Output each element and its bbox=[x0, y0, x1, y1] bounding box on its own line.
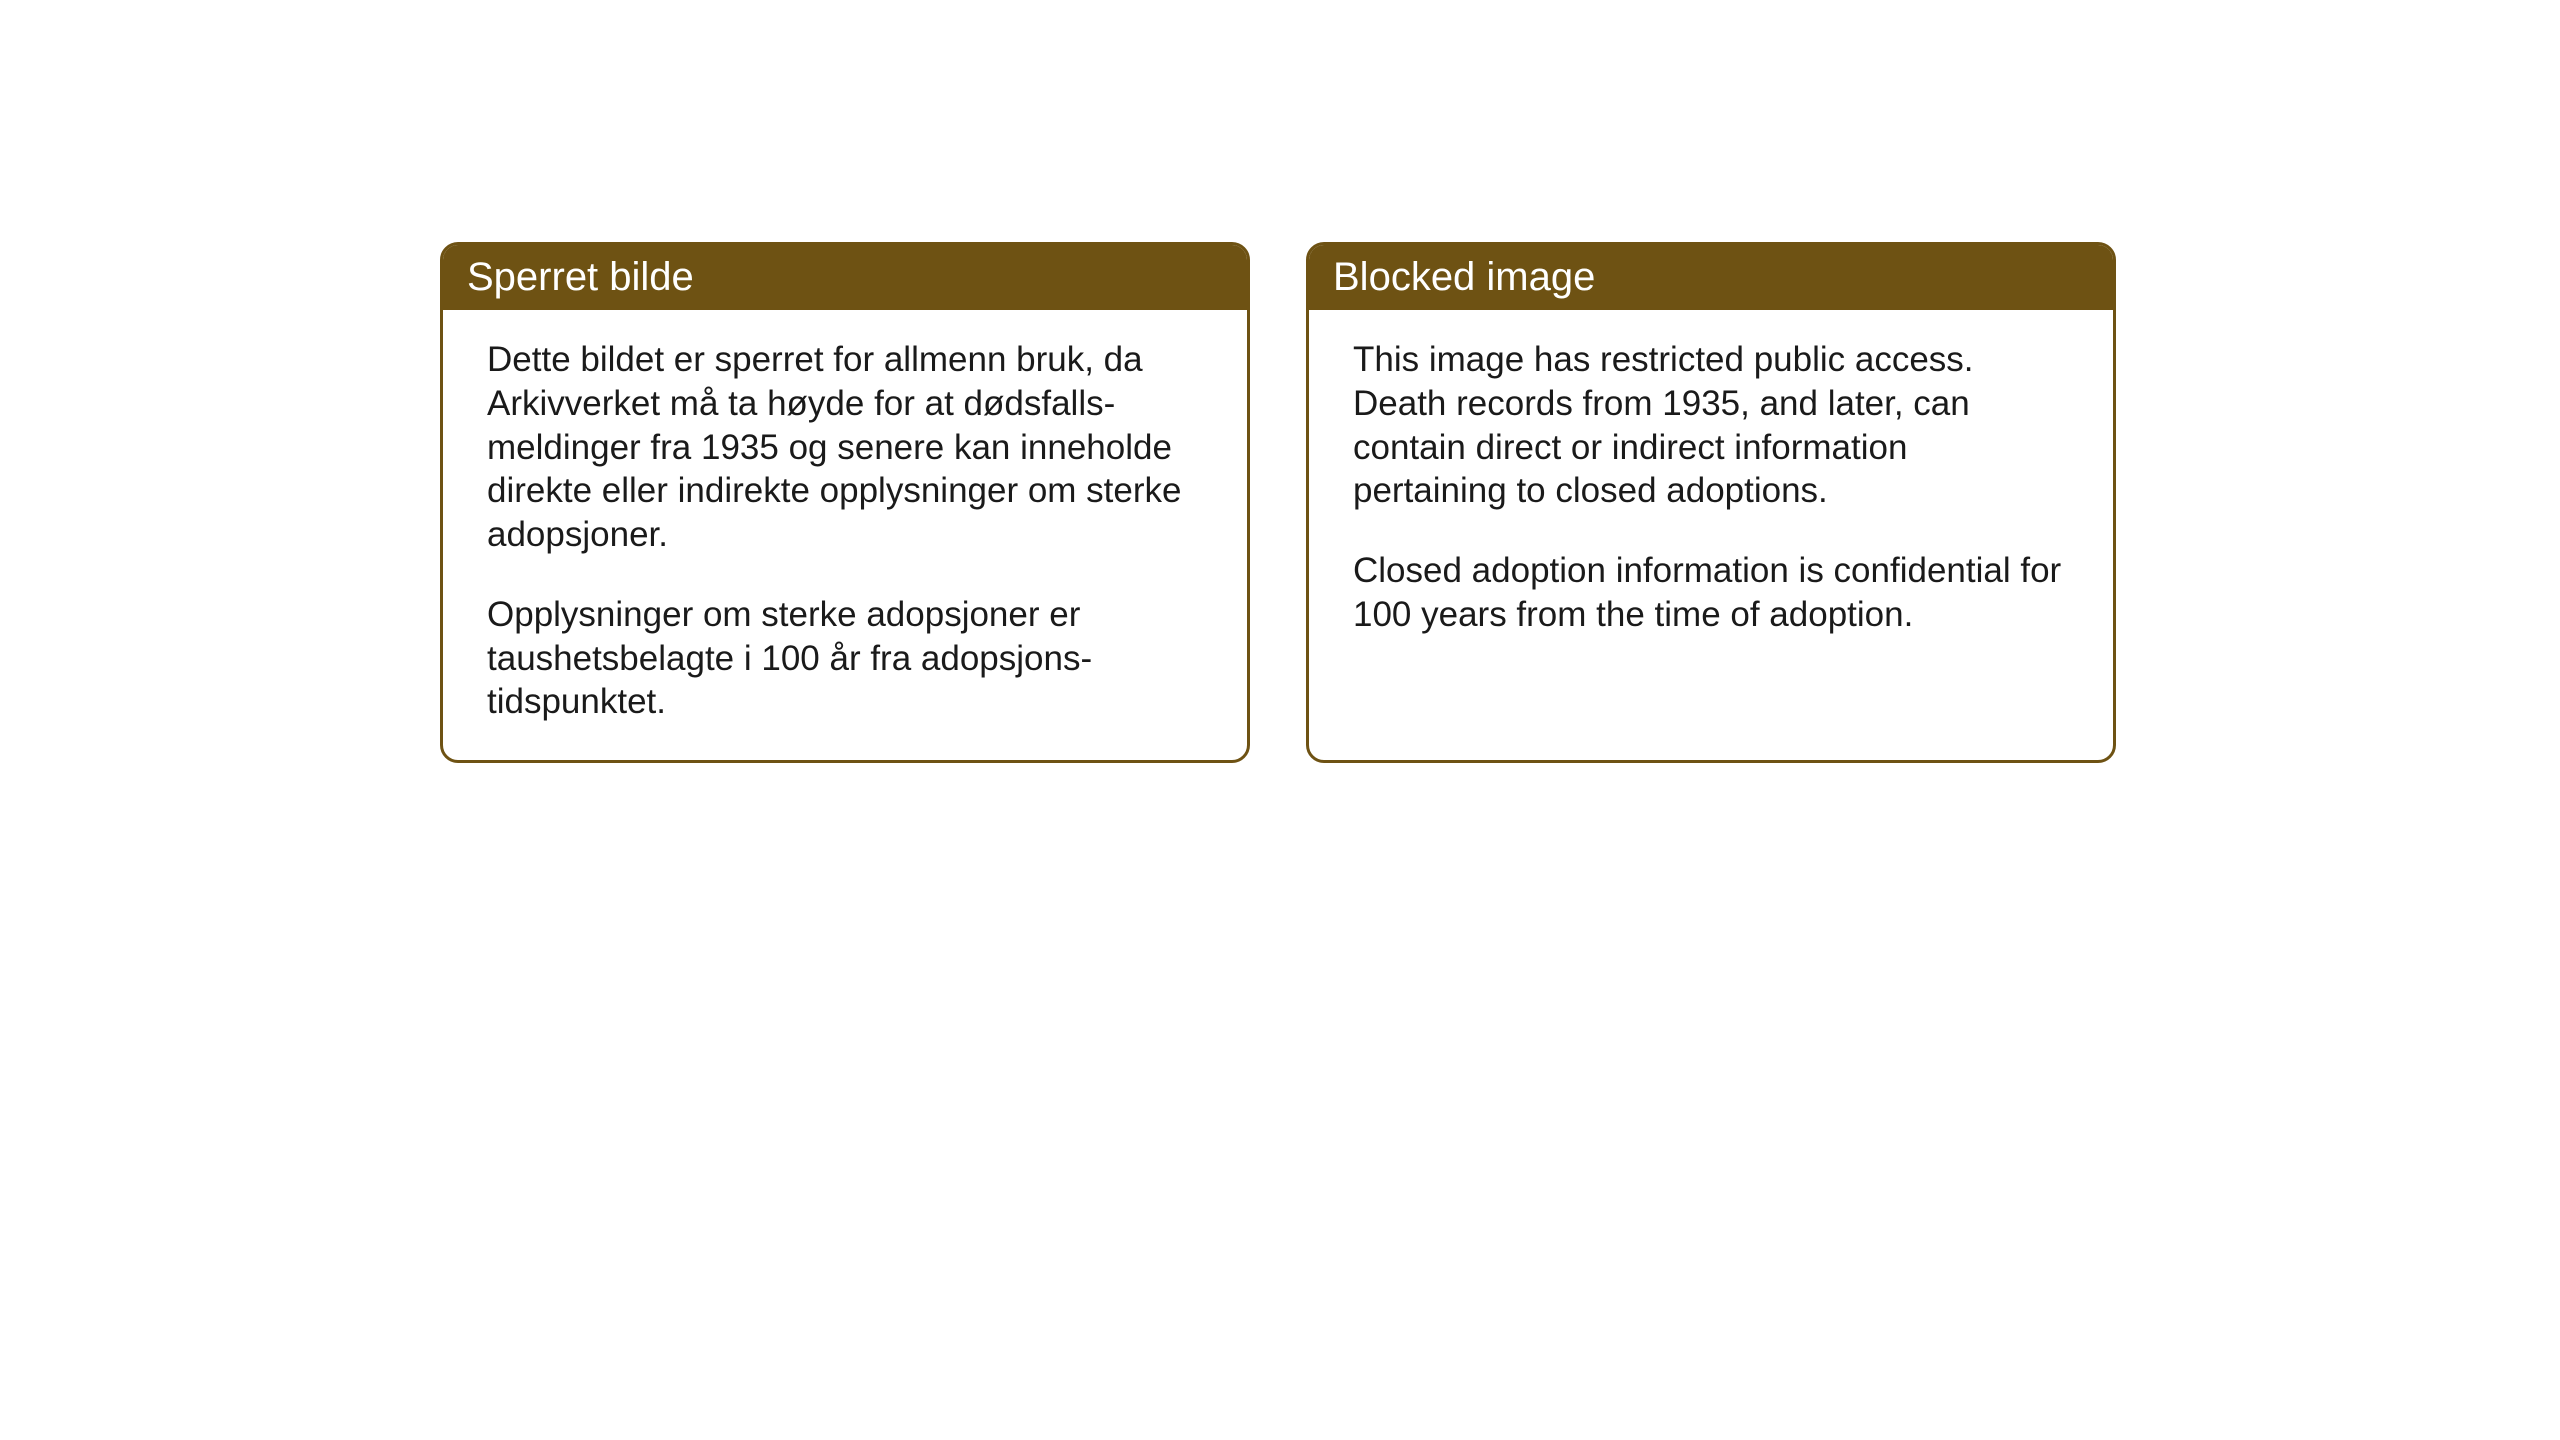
card-paragraph-english-1: This image has restricted public access.… bbox=[1353, 338, 2069, 513]
notice-card-norwegian: Sperret bilde Dette bildet er sperret fo… bbox=[440, 242, 1250, 763]
card-paragraph-norwegian-2: Opplysninger om sterke adopsjoner er tau… bbox=[487, 593, 1203, 724]
card-body-english: This image has restricted public access.… bbox=[1309, 310, 2113, 760]
card-body-norwegian: Dette bildet er sperret for allmenn bruk… bbox=[443, 310, 1247, 760]
card-paragraph-norwegian-1: Dette bildet er sperret for allmenn bruk… bbox=[487, 338, 1203, 557]
card-header-norwegian: Sperret bilde bbox=[443, 245, 1247, 310]
card-header-english: Blocked image bbox=[1309, 245, 2113, 310]
notice-cards-container: Sperret bilde Dette bildet er sperret fo… bbox=[440, 242, 2116, 763]
notice-card-english: Blocked image This image has restricted … bbox=[1306, 242, 2116, 763]
card-paragraph-english-2: Closed adoption information is confident… bbox=[1353, 549, 2069, 637]
card-title-norwegian: Sperret bilde bbox=[467, 255, 694, 299]
card-title-english: Blocked image bbox=[1333, 255, 1595, 299]
